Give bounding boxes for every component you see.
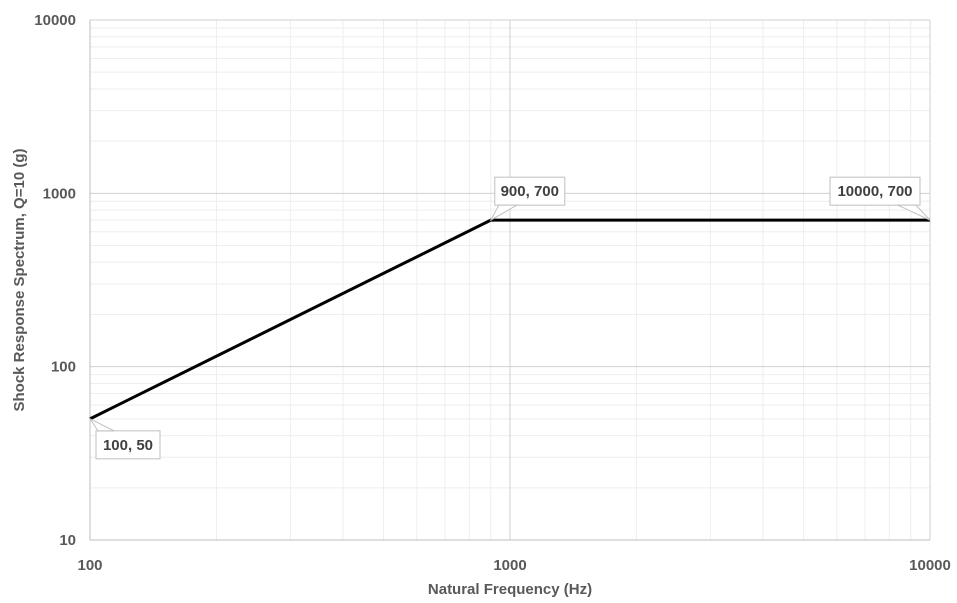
annotation-layer: 100, 50 900, 700 10000, 700	[88, 176, 931, 460]
y-axis-title: Shock Response Spectrum, Q=10 (g)	[11, 149, 28, 412]
y-tick-label: 1000	[43, 185, 76, 202]
callout-pointer	[897, 204, 931, 221]
callout-box	[494, 176, 566, 206]
data-callout: 10000, 700	[829, 176, 931, 221]
axes	[89, 19, 931, 541]
x-tick-label: 10000	[909, 557, 951, 574]
y-tick-label: 10	[59, 532, 76, 549]
callout-label: 100, 50	[103, 437, 153, 454]
callout-pointer	[489, 204, 519, 222]
data-callout: 100, 50	[88, 417, 161, 460]
x-axis-title: Natural Frequency (Hz)	[428, 581, 592, 598]
data-callout: 900, 700	[489, 176, 566, 222]
y-tick-label: 100	[51, 359, 76, 376]
y-tick-label: 10000	[34, 12, 76, 29]
callout-label: 10000, 700	[837, 183, 912, 200]
x-tick-label: 100	[77, 557, 102, 574]
callout-label: 900, 700	[501, 183, 559, 200]
callout-box	[95, 430, 161, 460]
callout-pointer	[88, 417, 115, 432]
callout-box	[829, 176, 921, 206]
x-tick-label: 1000	[493, 557, 526, 574]
